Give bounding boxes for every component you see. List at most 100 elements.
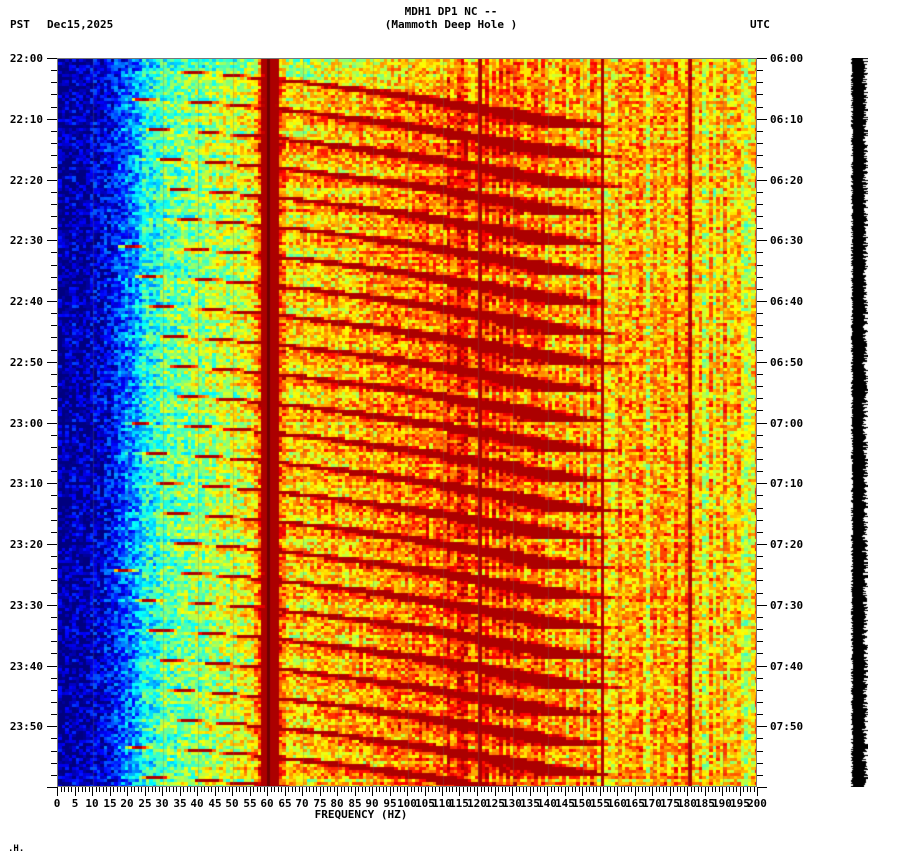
freq-tick-minor	[411, 787, 412, 792]
spectrogram-image	[58, 59, 756, 786]
time-tick-minor-left	[51, 471, 57, 472]
freq-tick-minor	[414, 787, 415, 792]
time-tick-minor-left	[51, 653, 57, 654]
time-tick-minor-right	[757, 702, 763, 703]
time-label-utc: 07:20	[770, 538, 804, 551]
spectrogram-plot[interactable]	[57, 58, 757, 787]
time-label-pst: 23:10	[9, 477, 43, 490]
freq-tick-minor	[68, 787, 69, 792]
time-tick-major-right	[757, 605, 767, 606]
freq-tick-minor	[712, 787, 713, 792]
freq-tick-minor	[614, 787, 615, 792]
time-tick-minor-right	[757, 593, 763, 594]
time-tick-major-left	[47, 240, 57, 241]
station-title-line2: (Mammoth Deep Hole )	[384, 18, 518, 31]
freq-tick-minor	[152, 787, 153, 792]
time-tick-minor-right	[757, 447, 763, 448]
freq-tick-minor	[201, 787, 202, 792]
freq-tick-minor	[540, 787, 541, 792]
freq-label: 180	[677, 797, 697, 810]
time-tick-minor-left	[51, 556, 57, 557]
time-tick-minor-right	[757, 143, 763, 144]
freq-label: 160	[607, 797, 627, 810]
freq-tick-minor	[631, 787, 632, 792]
time-tick-minor-left	[51, 94, 57, 95]
freq-tick-major	[232, 787, 233, 796]
freq-tick-minor	[117, 787, 118, 792]
freq-tick-minor	[754, 787, 755, 792]
time-tick-minor-right	[757, 653, 763, 654]
time-tick-minor-left	[51, 459, 57, 460]
freq-label: 175	[660, 797, 680, 810]
freq-tick-minor	[316, 787, 317, 792]
time-tick-major-right	[757, 787, 767, 788]
freq-tick-minor	[281, 787, 282, 792]
time-tick-minor-right	[757, 763, 763, 764]
freq-tick-minor	[558, 787, 559, 792]
freq-tick-minor	[236, 787, 237, 792]
freq-tick-minor	[516, 787, 517, 792]
time-tick-minor-right	[757, 398, 763, 399]
freq-label: 195	[730, 797, 750, 810]
time-tick-minor-left	[51, 690, 57, 691]
corner-artifact-mark: .H.	[8, 844, 25, 854]
freq-tick-minor	[663, 787, 664, 792]
freq-label: 45	[208, 797, 222, 810]
time-tick-minor-left	[51, 738, 57, 739]
time-tick-minor-left	[51, 143, 57, 144]
freq-tick-minor	[134, 787, 135, 792]
freq-tick-minor	[376, 787, 377, 792]
freq-tick-minor	[719, 787, 720, 792]
time-tick-minor-left	[51, 678, 57, 679]
freq-tick-minor	[470, 787, 471, 792]
freq-tick-minor	[194, 787, 195, 792]
freq-tick-minor	[533, 787, 534, 792]
freq-tick-minor	[404, 787, 405, 792]
freq-tick-minor	[747, 787, 748, 792]
freq-label: 75	[313, 797, 327, 810]
time-tick-minor-right	[757, 350, 763, 351]
time-tick-minor-left	[51, 495, 57, 496]
time-tick-minor-right	[757, 580, 763, 581]
freq-tick-minor	[225, 787, 226, 792]
time-tick-minor-right	[757, 289, 763, 290]
freq-tick-minor	[638, 787, 639, 792]
freq-tick-major	[459, 787, 460, 796]
time-tick-minor-left	[51, 313, 57, 314]
freq-tick-minor	[208, 787, 209, 792]
time-tick-minor-right	[757, 155, 763, 156]
time-label-utc: 06:20	[770, 174, 804, 187]
time-tick-minor-left	[51, 593, 57, 594]
freq-tick-major	[425, 787, 426, 796]
time-tick-minor-left	[51, 580, 57, 581]
freq-tick-minor	[96, 787, 97, 792]
freq-tick-minor	[362, 787, 363, 792]
freq-tick-major	[355, 787, 356, 796]
freq-tick-major	[600, 787, 601, 796]
freq-tick-minor	[176, 787, 177, 792]
freq-tick-minor	[330, 787, 331, 792]
time-tick-minor-left	[51, 532, 57, 533]
freq-tick-minor	[166, 787, 167, 792]
time-tick-minor-left	[51, 70, 57, 71]
time-tick-minor-left	[51, 568, 57, 569]
freq-tick-minor	[190, 787, 191, 792]
freq-tick-major	[145, 787, 146, 796]
time-label-pst: 22:10	[9, 113, 43, 126]
freq-label: 50	[225, 797, 239, 810]
freq-label: 0	[53, 797, 61, 810]
freq-tick-minor	[295, 787, 296, 792]
freq-label: 5	[71, 797, 79, 810]
amplitude-sidebar-trace	[849, 58, 868, 787]
freq-tick-minor	[383, 787, 384, 792]
freq-tick-minor	[726, 787, 727, 792]
freq-tick-minor	[642, 787, 643, 792]
freq-tick-minor	[61, 787, 62, 792]
time-tick-minor-right	[757, 678, 763, 679]
freq-tick-minor	[509, 787, 510, 792]
freq-label: 100	[397, 797, 417, 810]
freq-tick-minor	[645, 787, 646, 792]
freq-tick-minor	[288, 787, 289, 792]
time-tick-minor-left	[51, 337, 57, 338]
time-tick-minor-left	[51, 751, 57, 752]
